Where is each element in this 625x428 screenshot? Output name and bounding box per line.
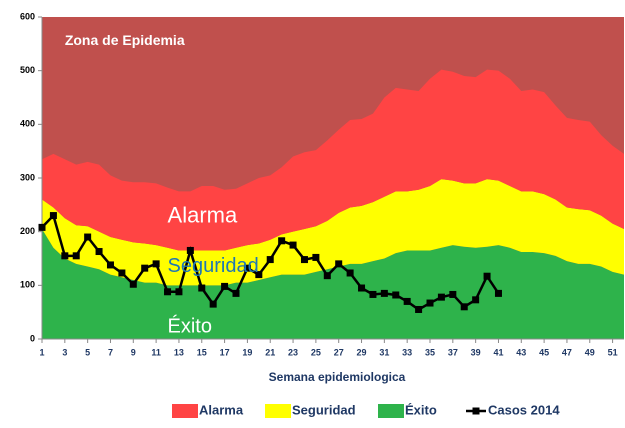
- marker: [186, 246, 194, 254]
- marker: [346, 269, 354, 277]
- y-tick-label: 200: [20, 226, 35, 236]
- x-tick-label: 31: [379, 347, 389, 357]
- marker: [198, 284, 206, 292]
- marker: [483, 272, 491, 280]
- legend-label: Casos 2014: [488, 402, 560, 417]
- marker: [392, 291, 400, 299]
- marker: [118, 269, 126, 277]
- marker: [106, 261, 114, 269]
- marker: [61, 252, 69, 260]
- legend-swatch: [265, 404, 291, 418]
- marker: [72, 252, 80, 260]
- x-tick-label: 19: [242, 347, 252, 357]
- x-tick-label: 11: [151, 347, 161, 357]
- marker: [255, 271, 263, 279]
- marker: [358, 284, 366, 292]
- x-tick-label: 27: [334, 347, 344, 357]
- legend-label: Éxito: [405, 402, 437, 417]
- x-tick-label: 17: [220, 347, 230, 357]
- y-tick-label: 100: [20, 280, 35, 290]
- y-tick-label: 600: [20, 11, 35, 21]
- marker: [175, 288, 183, 296]
- marker: [49, 212, 57, 220]
- x-tick-label: 7: [108, 347, 113, 357]
- x-tick-label: 25: [311, 347, 321, 357]
- marker: [403, 297, 411, 305]
- x-tick-label: 5: [85, 347, 90, 357]
- x-tick-label: 15: [197, 347, 207, 357]
- marker: [460, 303, 468, 311]
- x-tick-label: 21: [265, 347, 275, 357]
- marker: [243, 264, 251, 272]
- x-tick-label: 9: [131, 347, 136, 357]
- x-tick-label: 37: [448, 347, 458, 357]
- marker: [312, 253, 320, 261]
- marker: [129, 280, 137, 288]
- marker: [300, 256, 308, 264]
- marker: [415, 305, 423, 313]
- marker: [141, 264, 149, 272]
- legend-swatch: [172, 404, 198, 418]
- marker: [232, 289, 240, 297]
- x-tick-label: 13: [174, 347, 184, 357]
- marker: [494, 289, 502, 297]
- marker: [84, 233, 92, 241]
- marker: [380, 289, 388, 297]
- y-tick-label: 0: [30, 333, 35, 343]
- x-tick-label: 51: [608, 347, 618, 357]
- x-tick-label: 49: [585, 347, 595, 357]
- marker: [209, 300, 217, 308]
- annotation: Alarma: [168, 202, 238, 227]
- x-tick-label: 35: [425, 347, 435, 357]
- x-tick-label: 39: [471, 347, 481, 357]
- annotation: Éxito: [168, 314, 212, 337]
- x-tick-label: 41: [493, 347, 503, 357]
- marker: [323, 272, 331, 280]
- area: [42, 69, 624, 251]
- marker: [426, 299, 434, 307]
- marker: [437, 293, 445, 301]
- legend-swatch: [378, 404, 404, 418]
- y-tick-label: 400: [20, 119, 35, 129]
- x-tick-label: 29: [357, 347, 367, 357]
- marker: [472, 296, 480, 304]
- legend-label: Seguridad: [292, 402, 356, 417]
- x-tick-label: 1: [39, 347, 44, 357]
- x-tick-label: 23: [288, 347, 298, 357]
- x-tick-label: 3: [62, 347, 67, 357]
- y-tick-label: 300: [20, 172, 35, 182]
- marker: [164, 288, 172, 296]
- legend-marker: [472, 407, 480, 415]
- marker: [449, 290, 457, 298]
- annotation: Zona de Epidemia: [65, 32, 185, 48]
- y-tick-label: 500: [20, 65, 35, 75]
- marker: [95, 248, 103, 256]
- legend-label: Alarma: [199, 402, 244, 417]
- x-axis-label: Semana epidemiologica: [269, 370, 406, 384]
- marker: [221, 282, 229, 290]
- annotation: Seguridad: [168, 255, 259, 277]
- marker: [289, 241, 297, 249]
- marker: [335, 260, 343, 268]
- marker: [152, 260, 160, 268]
- marker: [369, 290, 377, 298]
- x-tick-label: 45: [539, 347, 549, 357]
- x-tick-label: 43: [516, 347, 526, 357]
- marker: [266, 256, 274, 264]
- x-tick-label: 47: [562, 347, 572, 357]
- x-tick-label: 33: [402, 347, 412, 357]
- marker: [38, 223, 46, 231]
- marker: [278, 237, 286, 245]
- area: [42, 228, 624, 339]
